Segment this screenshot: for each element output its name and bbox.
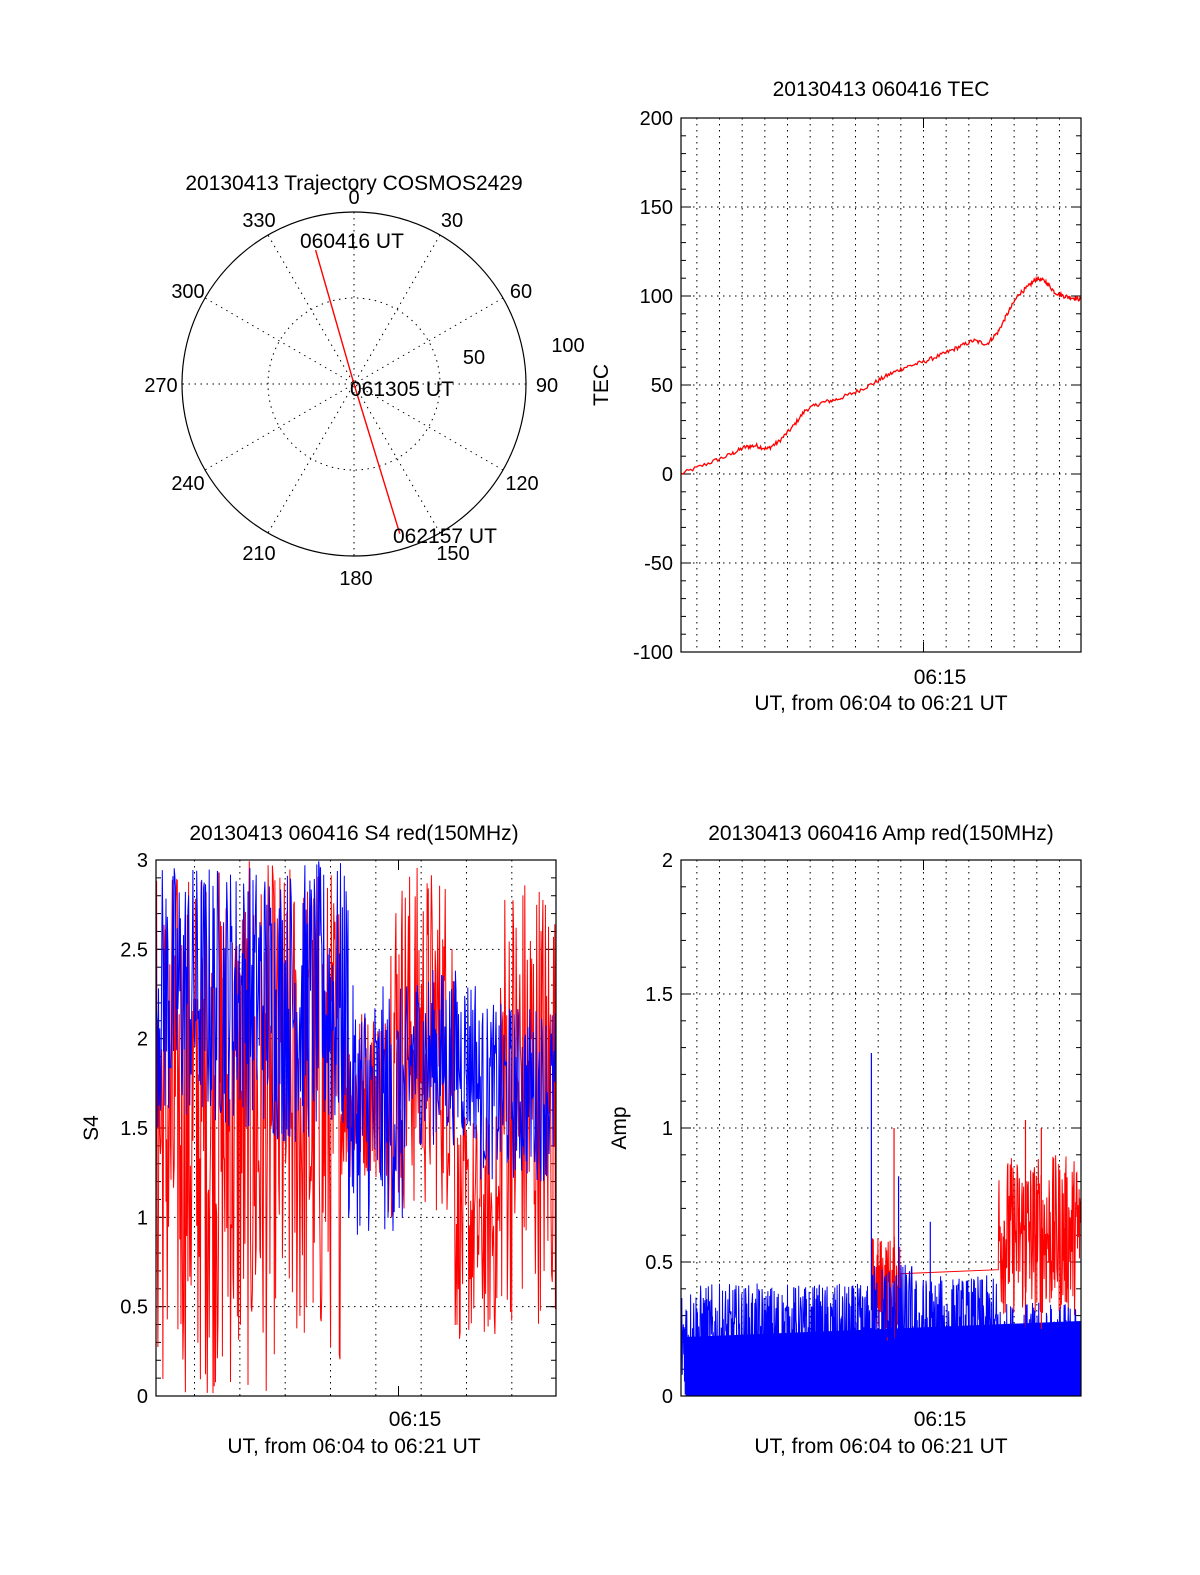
tec-ytick-label: -50 [644, 553, 673, 575]
polar-angle-label-150: 150 [436, 543, 469, 565]
polar-angle-label-180: 180 [339, 568, 372, 590]
amp-ytick-label: 2 [662, 850, 673, 872]
tec-ytick-label: 150 [640, 197, 673, 219]
tec-ytick-label: 100 [640, 286, 673, 308]
s4-ytick-label: 3 [137, 850, 148, 872]
tec-title: 20130413 060416 TEC [773, 78, 990, 101]
s4-ytick-label: 2 [137, 1029, 148, 1051]
polar-radial-label-50: 50 [463, 347, 485, 369]
polar-annotation-start: 060416 UT [300, 230, 404, 253]
polar-radial-label-100: 100 [551, 335, 584, 357]
s4-plot: 20130413 060416 S4 red(150MHz) 3 2.5 2 1.5 1… [80, 822, 557, 1458]
s4-frame [155, 859, 557, 1397]
s4-ytick-label: 1 [137, 1207, 148, 1229]
amp-x-tick-0615: 06:15 [914, 1408, 967, 1431]
tec-plot: 20130413 060416 TEC 200150100500-50-100 … [590, 78, 1082, 715]
s4-y-tick-labels: 3 2.5 2 1.5 1 0.5 0 [120, 850, 148, 1408]
amp-ytick-label: 1 [662, 1118, 673, 1140]
amp-ytick-label: 0.5 [645, 1252, 673, 1274]
tec-ytick-label: 50 [651, 375, 673, 397]
s4-title: 20130413 060416 S4 red(150MHz) [189, 822, 518, 845]
polar-angle-label-0: 0 [348, 187, 359, 209]
tec-series-line [680, 275, 1082, 475]
polar-grid [182, 212, 526, 556]
polar-title: 20130413 Trajectory COSMOS2429 [185, 172, 522, 195]
amp-ytick-label: 0 [662, 1386, 673, 1408]
tec-ytick-label: 200 [640, 108, 673, 130]
amp-ytick-label: 1.5 [645, 984, 673, 1006]
s4-ytick-label: 1.5 [120, 1118, 148, 1140]
polar-trajectory-line [314, 249, 401, 534]
polar-angle-label-330: 330 [242, 210, 275, 232]
tec-y-tick-labels: 200 150 100 50 0 -50 -100 [633, 108, 673, 664]
tec-xlabel: UT, from 06:04 to 06:21 UT [754, 692, 1007, 715]
polar-angle-label-270: 270 [144, 375, 177, 397]
tec-ylabel: TEC [590, 364, 613, 406]
polar-angle-label-60: 60 [510, 281, 532, 303]
polar-outer-ring [181, 211, 527, 557]
s4-series-1-line [155, 861, 556, 1235]
tec-ytick-label: 0 [662, 464, 673, 486]
amp-y-tick-labels: 2 1.5 1 0.5 0 [645, 850, 673, 1408]
s4-x-tick-0615: 06:15 [389, 1408, 442, 1431]
polar-angle-labels: 0 30 60 90 120 150 180 210 240 270 300 330 [144, 187, 558, 590]
amp-ylabel: Amp [608, 1106, 631, 1149]
amp-series-1-line [680, 1264, 1082, 1397]
s4-ytick-label: 2.5 [120, 939, 148, 961]
tec-x-tick-0615: 06:15 [914, 666, 967, 689]
polar-trajectory-plot: 20130413 Trajectory COSMOS2429 0 30 60 90 12… [144, 172, 584, 590]
s4-ytick-label: 0.5 [120, 1297, 148, 1319]
polar-ring-50 [267, 297, 441, 471]
polar-angle-label-90: 90 [536, 375, 558, 397]
polar-angle-label-120: 120 [505, 473, 538, 495]
s4-ylabel: S4 [80, 1115, 103, 1141]
polar-angle-label-300: 300 [171, 281, 204, 303]
polar-angle-label-30: 30 [441, 210, 463, 232]
tec-frame [680, 117, 1082, 653]
s4-series [155, 861, 556, 1394]
amp-series [680, 1052, 1082, 1397]
s4-ytick-label: 0 [137, 1386, 148, 1408]
amp-xlabel: UT, from 06:04 to 06:21 UT [754, 1435, 1007, 1458]
polar-annotation-mid: 061305 UT [350, 378, 454, 401]
tec-ytick-label: -100 [633, 642, 673, 664]
polar-annotation-end: 062157 UT [393, 525, 497, 548]
amp-title: 20130413 060416 Amp red(150MHz) [708, 822, 1054, 845]
tec-grid [681, 117, 1081, 653]
amp-frame [680, 859, 1082, 1397]
polar-angle-label-240: 240 [171, 473, 204, 495]
amp-plot: 20130413 060416 Amp red(150MHz) 2 1.5 1 0.5… [608, 822, 1082, 1458]
s4-xlabel: UT, from 06:04 to 06:21 UT [227, 1435, 480, 1458]
polar-angle-label-210: 210 [242, 543, 275, 565]
